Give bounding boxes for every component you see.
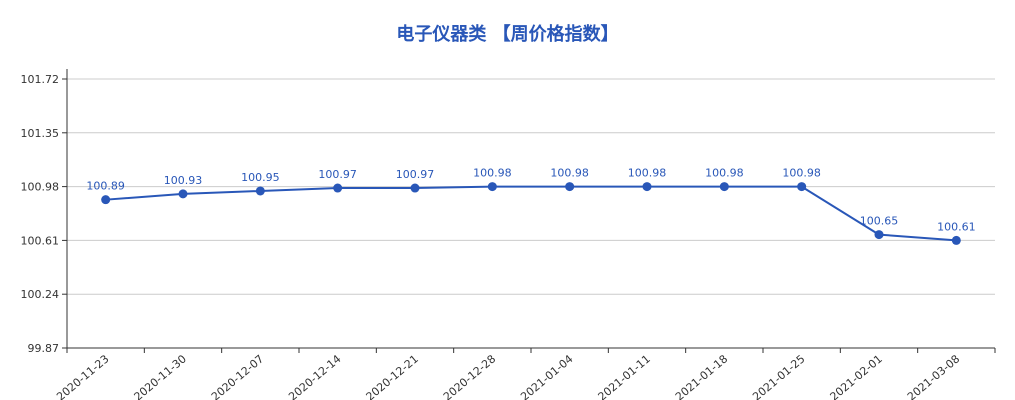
- data-label: 100.61: [937, 220, 976, 233]
- x-tick-label: 2021-01-18: [673, 352, 730, 400]
- chart-title: 电子仪器类 【周价格指数】: [396, 24, 619, 45]
- x-tick-label: 2021-01-25: [750, 352, 807, 400]
- x-tick-label: 2020-11-30: [132, 352, 189, 400]
- x-tick-label: 2021-02-01: [828, 352, 885, 400]
- data-point: [101, 195, 111, 205]
- data-label: 100.98: [473, 167, 512, 180]
- data-label: 100.95: [241, 171, 280, 184]
- data-label: 100.93: [164, 174, 203, 187]
- data-point: [178, 189, 188, 199]
- data-label: 100.89: [86, 180, 125, 193]
- data-label: 100.98: [550, 167, 589, 180]
- y-tick-label: 101.72: [21, 73, 60, 86]
- data-point: [874, 230, 884, 240]
- x-tick-label: 2020-12-21: [364, 352, 421, 400]
- data-label: 100.98: [628, 167, 667, 180]
- data-point: [255, 186, 265, 196]
- data-point: [797, 182, 807, 192]
- data-label: 100.97: [396, 168, 435, 181]
- x-tick-label: 2020-11-23: [54, 352, 111, 400]
- x-tick-label: 2020-12-14: [286, 352, 343, 400]
- x-tick-label: 2021-01-04: [518, 352, 575, 400]
- data-point: [642, 182, 652, 192]
- data-point: [487, 182, 497, 192]
- y-tick-label: 101.35: [21, 127, 60, 140]
- data-point: [719, 182, 729, 192]
- data-label: 100.98: [705, 167, 744, 180]
- data-point: [565, 182, 575, 192]
- data-point: [951, 235, 961, 245]
- y-tick-label: 100.98: [21, 181, 60, 194]
- data-label: 100.65: [860, 215, 899, 228]
- data-point: [410, 183, 420, 193]
- data-label: 100.97: [318, 168, 357, 181]
- y-tick-label: 100.24: [21, 288, 60, 301]
- series-line: [105, 185, 957, 242]
- y-tick-label: 99.87: [28, 342, 60, 355]
- x-tick-label: 2021-03-08: [905, 352, 962, 400]
- data-point: [333, 183, 343, 193]
- x-tick-label: 2021-01-11: [596, 352, 653, 400]
- data-label: 100.98: [782, 167, 821, 180]
- y-tick-label: 100.61: [21, 234, 60, 247]
- x-tick-label: 2020-12-07: [209, 352, 266, 400]
- x-tick-label: 2020-12-28: [441, 352, 498, 400]
